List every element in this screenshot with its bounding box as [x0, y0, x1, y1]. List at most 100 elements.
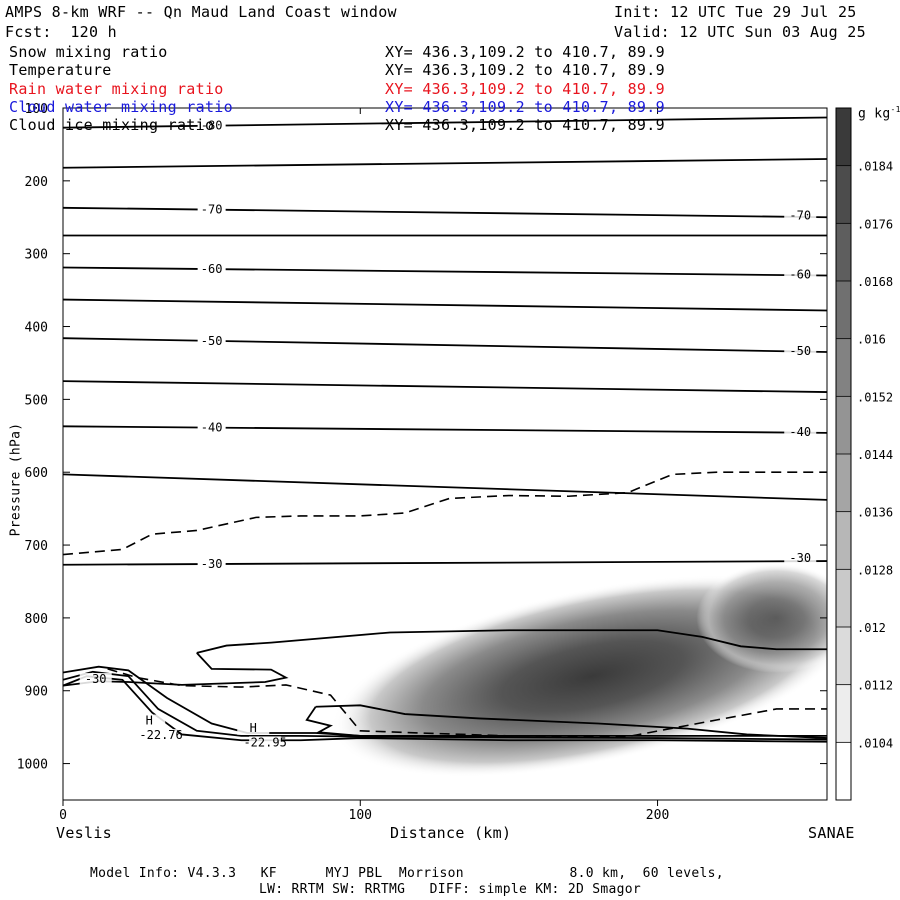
colorbar-swatch [836, 627, 851, 685]
colorbar: .0104 .0112 .012 .0128 .0136 .0144 .0152 .016 .0… [835, 107, 893, 801]
contour-annotation: -50 [789, 344, 811, 358]
isotherm-label-bg [197, 262, 226, 277]
temperature-isotherms: -80 -70 -60 -50 -40 -30 [63, 116, 827, 572]
annotation-bg [249, 736, 282, 750]
annotation-bg [784, 552, 817, 566]
colorbar-swatch [836, 223, 851, 281]
terrain-contour [63, 670, 827, 741]
contour-annotation: -22.95 [243, 735, 286, 749]
isotherm-line [63, 473, 827, 501]
legend-xy-cloud-water: XY= 436.3,109.2 to 410.7, 89.9 [385, 98, 665, 116]
legend-xy-cloud-ice: XY= 436.3,109.2 to 410.7, 89.9 [385, 116, 665, 134]
contour-annotation: H [146, 714, 153, 728]
y-axis: 100 200 300 400 500 600 700 800 900 1000 [17, 102, 827, 773]
legend-label-snow: Snow mixing ratio [9, 43, 168, 61]
isotherm-label-bg [197, 420, 226, 435]
annotation-bg [784, 268, 817, 282]
y-tick-label: 600 [25, 466, 48, 481]
y-axis-label: Pressure (hPa) [8, 422, 24, 537]
isotherm-label: -80 [201, 119, 223, 133]
legend-label-cloud-ice: Cloud ice mixing ratio [9, 116, 215, 134]
snow-shading [331, 562, 827, 778]
isotherm-line [63, 425, 827, 434]
colorbar-swatch [836, 454, 851, 512]
colorbar-tick-label: .0144 [857, 448, 893, 462]
colorbar-swatch [836, 742, 851, 800]
annotation-bg [784, 209, 817, 223]
isotherm-label: -30 [201, 557, 223, 571]
colorbar-tick-label: .016 [857, 333, 886, 347]
colorbar-swatch [836, 569, 851, 627]
isotherm-label-bg [197, 557, 226, 572]
colorbar-tick-label: .0128 [857, 563, 893, 577]
model-info-line2: LW: RRTM SW: RRTMG DIFF: simple KM: 2D S… [259, 882, 641, 897]
right-end-label: SANAE [808, 824, 855, 842]
isotherm-line [63, 298, 827, 312]
forecast-hour: Fcst: 120 h [5, 23, 117, 41]
colorbar-swatch [836, 108, 851, 166]
contour-labels: H-22.76H-22.95-30-30-40-50-60-70 [79, 209, 817, 750]
annotation-bg [145, 729, 178, 743]
legend-xy-temperature: XY= 436.3,109.2 to 410.7, 89.9 [385, 61, 665, 79]
x-tick-label: 200 [646, 808, 669, 823]
dashed-contour [63, 471, 827, 556]
colorbar-swatch [836, 281, 851, 339]
snow-shading-blob-east [696, 562, 827, 673]
y-tick-label: 400 [25, 321, 48, 336]
colorbar-unit: g kg-1 [858, 105, 900, 122]
legend-xy-snow: XY= 436.3,109.2 to 410.7, 89.9 [385, 43, 665, 61]
isotherm-line [63, 560, 827, 566]
colorbar-tick-label: .0184 [857, 160, 893, 174]
annotation-bg [79, 672, 112, 686]
legend-xy-rain: XY= 436.3,109.2 to 410.7, 89.9 [385, 80, 665, 98]
annotation-bg [237, 721, 270, 735]
terrain-contour [196, 629, 827, 654]
init-time: Init: 12 UTC Tue 29 Jul 25 [614, 3, 857, 21]
colorbar-swatch [836, 511, 851, 570]
colorbar-swatch [836, 684, 851, 743]
y-tick-label: 700 [25, 539, 48, 554]
legend-label-cloud-water: Cloud water mixing ratio [9, 98, 233, 116]
plot-frame [62, 107, 828, 801]
annotation-bg [133, 714, 166, 728]
dashed-contour-low [107, 668, 827, 738]
y-tick-label: 100 [25, 102, 48, 117]
terrain-contour [315, 704, 827, 739]
isotherm-line [63, 116, 827, 129]
y-tick-label: 900 [25, 685, 48, 700]
y-tick-label: 1000 [17, 758, 48, 773]
colorbar-swatch [836, 338, 851, 397]
model-info-line1: Model Info: V4.3.3 KF MYJ PBL Morrison 8… [90, 866, 724, 881]
x-tick-label: 100 [349, 808, 372, 823]
contour-annotation: -30 [85, 672, 107, 686]
x-axis-label: Distance (km) [390, 824, 512, 842]
contour-annotation: -30 [789, 551, 811, 565]
isotherm-line [63, 380, 827, 393]
y-tick-label: 300 [25, 248, 48, 263]
isotherm-label: -50 [201, 334, 223, 348]
colorbar-tick-label: .0176 [857, 217, 893, 231]
isotherm-label-bg [197, 333, 226, 348]
chart-title: AMPS 8-km WRF -- Qn Maud Land Coast wind… [5, 3, 397, 21]
annotation-bg [784, 426, 817, 440]
legend-label-rain: Rain water mixing ratio [9, 80, 224, 98]
cloud-water-contour [63, 471, 827, 738]
contour-annotation: -40 [789, 425, 811, 439]
y-tick-label: 200 [25, 175, 48, 190]
isotherm-line [63, 266, 827, 277]
isotherm-label: -40 [201, 421, 223, 435]
contour-annotation: H [250, 721, 257, 735]
isotherm-line [63, 206, 827, 219]
contour-annotation: -22.76 [139, 728, 182, 742]
isotherm-label: -70 [201, 203, 223, 217]
colorbar-tick-label: .0168 [857, 275, 893, 289]
legend-label-temperature: Temperature [9, 61, 112, 79]
colorbar-tick-label: .0136 [857, 506, 893, 520]
x-tick-label: 0 [59, 808, 67, 823]
y-tick-label: 500 [25, 393, 48, 408]
valid-time: Valid: 12 UTC Sun 03 Aug 25 [614, 23, 866, 41]
colorbar-tick-label: .0112 [857, 679, 893, 693]
isotherm-line [63, 337, 827, 353]
